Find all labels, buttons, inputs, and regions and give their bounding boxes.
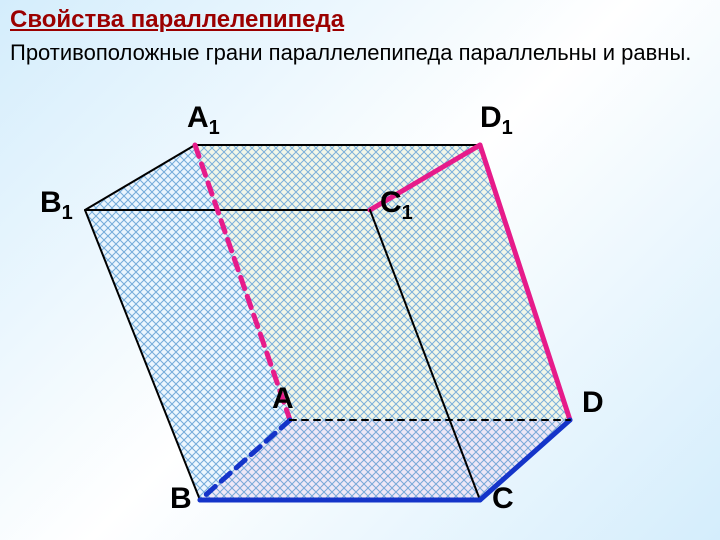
vertex-label-B1: B1 <box>40 186 73 225</box>
vertex-label-D1: D1 <box>480 101 513 140</box>
vertex-label-A: A <box>272 382 294 416</box>
page-subtitle: Противоположные грани параллелепипеда па… <box>10 40 691 66</box>
vertex-label-C1: C1 <box>380 186 413 225</box>
vertex-label-B: B <box>170 482 192 516</box>
page-title: Свойства параллелепипеда <box>10 6 344 34</box>
vertex-label-C: C <box>492 482 514 516</box>
parallelepiped-diagram <box>0 0 720 540</box>
vertex-label-D: D <box>582 386 604 420</box>
vertex-label-A1: A1 <box>187 101 220 140</box>
